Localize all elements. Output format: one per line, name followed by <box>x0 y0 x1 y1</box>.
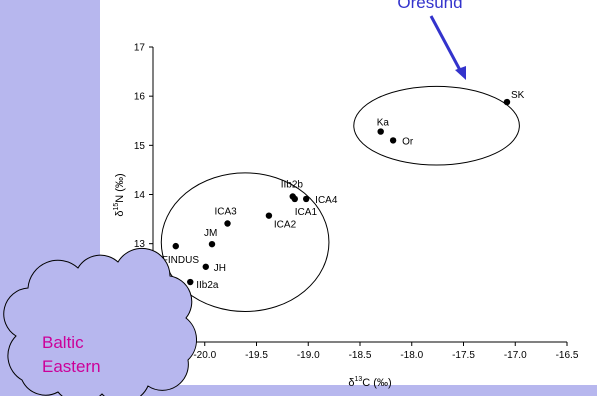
data-point <box>224 220 231 227</box>
data-point <box>389 137 397 144</box>
data-point-label: JM <box>204 228 217 239</box>
data-point-label: ICA4 <box>315 195 338 206</box>
data-point-label: Ka <box>377 118 390 129</box>
oresund-callout-text: Öresund <box>397 0 462 12</box>
x-tick-label: -16.5 <box>556 350 579 361</box>
x-tick-label: -17.5 <box>452 350 475 361</box>
data-point-label: ICA2 <box>274 220 297 231</box>
cluster-ellipse <box>353 85 520 166</box>
data-point <box>172 242 179 250</box>
data-point-label: Or <box>402 136 414 147</box>
data-point-label: JH <box>214 263 226 274</box>
data-point <box>377 128 384 135</box>
data-point-label: IIb2a <box>196 280 219 291</box>
y-tick-label: 14 <box>134 190 146 201</box>
data-point <box>265 212 273 219</box>
data-point-label: IIb2b <box>281 179 304 190</box>
data-point-label: ICA1 <box>295 207 318 218</box>
y-tick-label: 15 <box>134 141 146 152</box>
data-point <box>202 263 209 270</box>
x-tick-label: -19.0 <box>297 350 320 361</box>
x-tick-label: -18.5 <box>349 350 372 361</box>
y-tick-label: 16 <box>134 92 146 103</box>
x-tick-label: -20.0 <box>193 350 216 361</box>
cloud-shape <box>3 247 198 396</box>
y-tick-label: 17 <box>134 43 146 54</box>
oresund-callout: Öresund <box>397 0 466 80</box>
x-tick-label: -17.0 <box>504 350 527 361</box>
data-point <box>187 278 194 286</box>
baltic-callout-line2: Eastern <box>42 357 101 376</box>
y-axis-label: δ15N (‰) <box>113 173 126 216</box>
y-tick-label: 13 <box>134 239 146 250</box>
data-point <box>503 98 511 106</box>
data-point <box>208 240 216 248</box>
baltic-callout: Baltic Eastern <box>3 247 198 396</box>
cluster-ellipse <box>160 172 330 313</box>
x-tick-label: -19.5 <box>245 350 268 361</box>
data-point <box>291 195 298 203</box>
oresund-arrow-head <box>455 66 466 80</box>
baltic-callout-line1: Baltic <box>42 333 84 352</box>
data-point <box>302 195 310 203</box>
x-tick-label: -18.0 <box>400 350 423 361</box>
oresund-arrow <box>429 15 463 73</box>
x-axis-label: δ13C (‰) <box>348 376 391 389</box>
cluster-ellipses <box>160 85 520 313</box>
data-point-label: FINDUS <box>162 255 200 266</box>
data-point-label: SK <box>511 90 525 101</box>
data-point-label: ICA3 <box>215 207 238 218</box>
